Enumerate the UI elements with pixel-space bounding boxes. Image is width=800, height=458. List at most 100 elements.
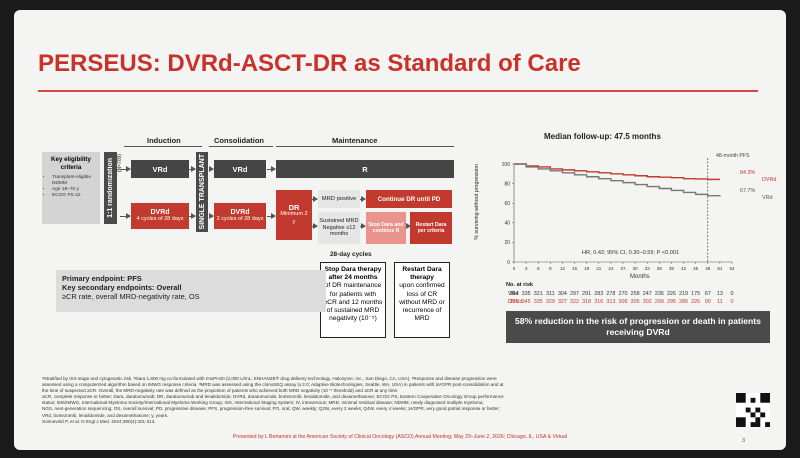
risk-value-vrd: 219 xyxy=(679,291,689,297)
r-maintenance-box: R xyxy=(276,160,454,178)
phase-divider-induction xyxy=(124,146,202,147)
arrow-to-restart-dara xyxy=(406,223,411,229)
arrow-to-mrd-sustained xyxy=(312,223,318,229)
restart-dara-box: Restart Dara per criteria xyxy=(410,212,452,244)
slide: PERSEUS: DVRd-ASCT-DR as Standard of Car… xyxy=(14,10,786,450)
qr-code-graphic xyxy=(736,393,770,427)
risk-value-dvrd: 329 xyxy=(545,299,555,305)
km-title: Median follow-up: 47.5 months xyxy=(544,132,661,141)
phase-divider-consolidation xyxy=(209,146,273,147)
vrd-consolidation-label: VRd xyxy=(232,164,248,174)
km-vrd-pct: 67.7% xyxy=(740,188,756,194)
footnote-line: NGS, next-generation sequencing; OS, ove… xyxy=(42,406,501,412)
cycles-label: 28-day cycles xyxy=(330,251,372,258)
primary-endpoint: Primary endpoint: PFS xyxy=(62,274,142,283)
vrd-induction-label: VRd xyxy=(152,164,168,174)
at-risk-label: No. at risk xyxy=(506,282,534,288)
arrow-to-continue-dr xyxy=(360,196,366,202)
risk-value-dvrd: 335 xyxy=(533,299,543,305)
risk-value-dvrd: 316 xyxy=(594,299,604,305)
callout-restart-dara: Restart Dara therapy upon confirmed loss… xyxy=(394,262,450,338)
footnotes: ᵃStratified by ISS stage and cytogenetic… xyxy=(42,376,732,425)
km-x-tick-label: 45 xyxy=(693,266,699,271)
summary-banner: 58% reduction in the risk of progression… xyxy=(506,311,770,343)
risk-value-vrd: 304 xyxy=(557,291,567,297)
km-x-tick-label: 51 xyxy=(717,266,723,271)
slide-title: PERSEUS: DVRd-ASCT-DR as Standard of Car… xyxy=(38,50,581,77)
km-x-tick-label: 33 xyxy=(645,266,651,271)
eligibility-title: Key eligibility criteria xyxy=(51,156,91,171)
km-y-tick-label: 80 xyxy=(504,181,510,187)
km-x-tick-label: 30 xyxy=(633,266,639,271)
eligibility-item: Transplant-eligible NDMM xyxy=(52,175,97,187)
eligibility-item: ECOG PS ≤2 xyxy=(52,193,97,199)
dvrd-induction-sub: 4 cycles of 28 days xyxy=(136,216,184,222)
mrd-sustained-box: Sustained MRD Negative ≥12 months xyxy=(318,212,360,244)
km-x-tick-label: 12 xyxy=(560,266,566,271)
km-x-tick-label: 36 xyxy=(657,266,663,271)
mrd-sustained-label: Sustained MRD Negative ≥12 months xyxy=(319,217,359,238)
km-x-tick-label: 27 xyxy=(620,266,626,271)
km-hr-text: HR, 0.42; 95% CI, 0.30–0.59; P <0.001 xyxy=(582,250,680,256)
risk-value-vrd: 236 xyxy=(654,291,664,297)
km-dvrd-label: DVRd xyxy=(762,177,777,183)
km-y-tick-label: 20 xyxy=(504,240,510,246)
km-x-tick-label: 54 xyxy=(729,266,735,271)
km-series-dvrd xyxy=(514,163,720,181)
km-x-tick-label: 15 xyxy=(572,266,578,271)
km-x-tick-label: 42 xyxy=(681,266,687,271)
risk-value-dvrd: 318 xyxy=(582,299,592,305)
km-series-vrd xyxy=(514,163,721,197)
risk-value-dvrd: 286 xyxy=(679,299,689,305)
risk-value-vrd: 354 xyxy=(509,291,519,297)
dr-title: DR xyxy=(288,202,300,212)
arrow-to-transplant-top xyxy=(189,166,196,172)
dvrd-consolidation-box: DVRd 2 cycles of 28 days xyxy=(214,203,266,229)
risk-value-dvrd: 226 xyxy=(691,299,701,305)
secondary-endpoint-label: Key secondary endpoints: Overall xyxy=(62,283,182,292)
single-transplant-label: SINGLE TRANSPLANT xyxy=(198,154,206,230)
risk-value-vrd: 226 xyxy=(666,291,676,297)
km-x-tick-label: 21 xyxy=(596,266,602,271)
km-x-tick-label: 24 xyxy=(608,266,614,271)
dvrd-consolidation-title: DVRd xyxy=(230,209,250,216)
risk-row-vrd-label: VRd xyxy=(508,291,519,297)
title-divider xyxy=(38,90,758,92)
arrow-induction-bottom xyxy=(120,213,131,219)
single-transplant-bar: SINGLE TRANSPLANT xyxy=(196,152,208,232)
arrow-consolidation-top xyxy=(209,166,214,172)
risk-value-vrd: 335 xyxy=(521,291,531,297)
risk-value-vrd: 321 xyxy=(533,291,543,297)
arrow-to-stop-dara xyxy=(360,223,366,229)
risk-row-dvrd-label: DVRd xyxy=(508,299,523,305)
footnote-line: Sonneveld P, et al. N Engl J Med. 2024;3… xyxy=(42,418,156,424)
risk-value-dvrd: 313 xyxy=(606,299,616,305)
vrd-consolidation-box: VRd xyxy=(214,160,266,178)
secondary-endpoint-title: Key secondary endpoints: Overall xyxy=(62,283,320,292)
risk-value-vrd: 283 xyxy=(594,291,604,297)
risk-value-dvrd: 302 xyxy=(642,299,652,305)
arrow-to-dr xyxy=(267,213,276,219)
km-xlabel: Months xyxy=(630,274,650,280)
qr-code-icon[interactable] xyxy=(736,393,770,427)
stop-dara-box: Stop Dara and continue R xyxy=(366,212,406,244)
risk-value-dvrd: 295 xyxy=(666,299,676,305)
risk-value-vrd: 311 xyxy=(546,291,555,297)
page-number: 3 xyxy=(742,438,746,444)
km-landmark-label: 48-month PFS xyxy=(716,153,750,159)
risk-value-dvrd: 322 xyxy=(570,299,580,305)
randomization-label: 1:1 randomization xyxy=(107,158,114,218)
km-vrd-label: VRd xyxy=(762,195,773,201)
km-x-tick-label: 48 xyxy=(705,266,711,271)
presented-by: Presented by L Bertamini at the American… xyxy=(232,434,568,440)
callout-stop-dara: Stop Dara therapy after 24 months of DR … xyxy=(320,262,386,338)
risk-value-vrd: 278 xyxy=(606,291,616,297)
km-dvrd-pct: 84.3% xyxy=(740,170,756,176)
risk-value-dvrd: 11 xyxy=(717,299,723,305)
phase-divider-maintenance xyxy=(276,146,454,147)
eligibility-box: Key eligibility criteria Transplant-elig… xyxy=(42,152,100,224)
mrd-positive-box: MRD positive xyxy=(318,190,360,208)
footnote-line: ≥CR, complete response or better; Dara, … xyxy=(42,394,504,400)
risk-value-dvrd: 309 xyxy=(618,299,628,305)
callout-restart-body: upon confirmed loss of CR without MRD or… xyxy=(399,282,445,323)
